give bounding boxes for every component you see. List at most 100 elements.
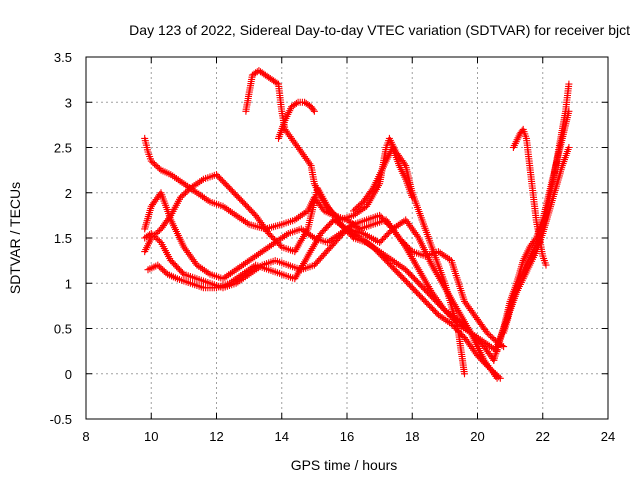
data-point-marker [242,201,249,209]
data-point-marker [292,99,300,107]
data-point-marker [496,374,504,382]
series-track-d [141,216,501,382]
data-point-marker [328,241,336,249]
data-point-marker [154,163,162,171]
y-tick-label: -0.5 [50,412,72,427]
data-point-marker [414,290,422,298]
data-point-marker [310,107,318,115]
x-axis-label: GPS time / hours [291,457,398,473]
data-point-marker [170,260,178,268]
x-tick-label: 8 [82,429,89,444]
data-point-marker [380,216,388,224]
data-point-marker [495,373,503,381]
data-point-marker [384,258,392,266]
data-point-marker [461,370,468,378]
data-point-marker [312,260,320,267]
data-point-marker [152,162,160,170]
data-point-marker [384,220,392,228]
data-point-marker [449,322,457,329]
data-point-marker [221,180,229,188]
data-point-marker [340,228,348,236]
data-point-marker [408,272,415,280]
data-point-marker [475,353,483,361]
y-tick-label: 0.5 [54,322,72,337]
data-point-marker [488,367,496,375]
data-point-marker [228,187,236,195]
data-point-marker [406,270,414,278]
data-point-marker [157,264,165,272]
data-point-marker [149,159,157,167]
data-point-marker [339,230,347,238]
data-point-marker [565,144,573,151]
x-tick-label: 24 [601,429,615,444]
x-tick-label: 16 [340,429,354,444]
data-point-marker [155,227,163,234]
data-point-marker [335,214,343,222]
data-point-marker [231,190,239,198]
data-point-marker [174,264,182,272]
data-point-marker [377,237,385,245]
data-point-marker [154,236,162,243]
data-point-marker [173,263,181,271]
data-point-marker [321,250,329,258]
data-point-marker [484,362,492,370]
x-tick-label: 10 [144,429,158,444]
data-point-marker [394,269,402,277]
data-point-marker [265,230,273,237]
data-point-marker [421,297,429,305]
data-point-marker [327,207,335,215]
data-point-marker [409,273,417,281]
data-point-marker [317,230,325,237]
data-point-marker [383,219,391,227]
data-point-marker [415,279,423,287]
data-point-marker [328,208,336,216]
data-point-marker [324,222,332,230]
data-point-marker [402,266,410,274]
data-point-marker [223,181,231,189]
data-point-marker [408,193,416,201]
data-point-marker [356,201,364,209]
data-point-marker [417,293,425,301]
data-point-marker [218,177,226,185]
data-point-marker [309,106,317,114]
data-point-marker [378,252,386,260]
y-tick-label: 0 [65,367,72,382]
grid-layer [86,57,608,419]
data-point-marker [239,198,247,206]
data-point-marker [395,270,403,278]
series-line-track-e [147,219,501,379]
data-point-marker [385,260,393,268]
data-point-marker [333,237,341,244]
data-point-marker [337,232,345,239]
data-point-marker [389,264,397,272]
data-point-marker [384,230,392,237]
data-point-marker [411,287,419,295]
data-point-marker [330,240,338,248]
data-point-marker [479,358,487,366]
data-point-marker [318,253,326,261]
data-point-marker [412,276,420,284]
data-point-marker [418,294,426,302]
data-point-marker [423,299,431,307]
data-point-marker [268,233,276,240]
data-point-marker [155,165,163,173]
data-point-marker [176,266,183,274]
data-point-marker [379,214,386,222]
data-point-marker [322,248,330,256]
data-point-marker [310,261,318,269]
data-point-marker [542,261,550,269]
data-point-marker [351,205,359,213]
data-point-marker [160,267,168,275]
chart-title: Day 123 of 2022, Sidereal Day-to-day VTE… [129,22,630,38]
data-point-marker [400,275,408,283]
data-point-marker [183,187,191,195]
data-point-marker [214,172,222,180]
series-track-b [141,171,498,364]
data-point-marker [376,211,384,219]
data-point-marker [246,205,254,213]
series-track-h [350,144,416,215]
data-point-marker [397,272,405,280]
tick-layer: 8 10 12 14 16 18 20 22 24 -0.5 0 0.5 1 1.5 2 2.5 3 3.5 [50,50,616,444]
